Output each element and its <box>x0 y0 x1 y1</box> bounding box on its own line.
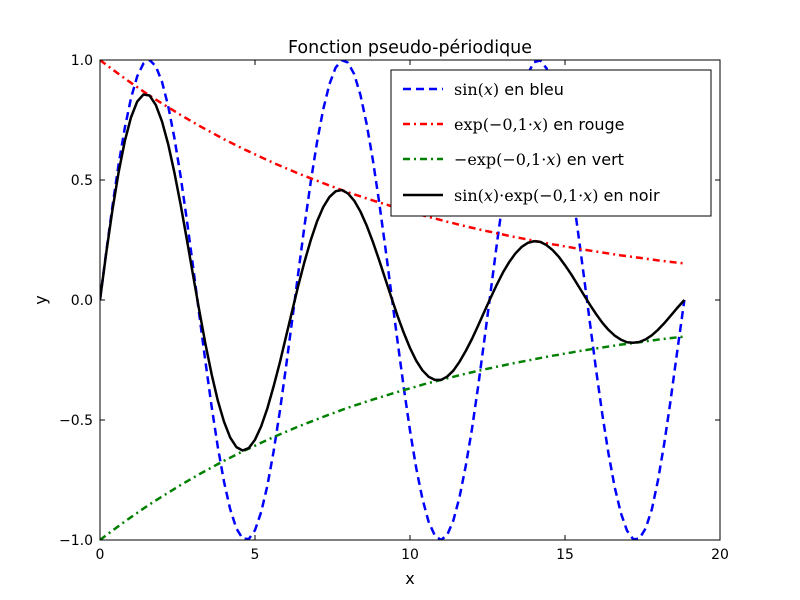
legend-entry-3: −exp(−0,1·x) en vert <box>403 150 624 169</box>
legend-label: −exp(−0,1·x) en vert <box>454 150 624 169</box>
legend-label-part: x <box>533 115 542 134</box>
legend-label-part: en rouge <box>548 115 624 134</box>
x-tick-label: 10 <box>401 547 419 563</box>
x-axis-label: x <box>405 569 414 588</box>
legend-label-part: )·exp(−0,1· <box>493 186 583 205</box>
y-tick-label: 1.0 <box>71 53 93 69</box>
series-line-3 <box>100 335 685 540</box>
legend-label: sin(x)·exp(−0,1·x) en noir <box>454 186 660 205</box>
legend-label: sin(x) en bleu <box>454 80 564 99</box>
legend-label-part: sin( <box>454 80 484 99</box>
legend-label-part: x <box>484 186 493 205</box>
chart-title: Fonction pseudo-périodique <box>288 38 532 58</box>
legend-label-part: en vert <box>562 150 624 169</box>
y-tick-label: 0.5 <box>71 173 93 189</box>
y-tick-label: −0.5 <box>59 413 93 429</box>
legend-label-part: x <box>546 150 555 169</box>
legend-label-part: ) <box>555 150 561 169</box>
x-tick-label: 20 <box>711 547 729 563</box>
legend-label-part: x <box>484 80 493 99</box>
legend-label-part: en noir <box>598 186 660 205</box>
y-tick-label: −1.0 <box>59 533 93 549</box>
legend-label-part: x <box>583 186 592 205</box>
series-line-1 <box>100 60 686 540</box>
x-tick-label: 15 <box>556 547 574 563</box>
legend-label: exp(−0,1·x) en rouge <box>454 115 625 134</box>
legend-label-part: exp(−0,1· <box>454 115 533 134</box>
legend-entry-1: sin(x) en bleu <box>403 80 564 99</box>
legend-label-part: en bleu <box>499 80 564 99</box>
legend-box <box>390 69 712 217</box>
legend-label-part: sin( <box>454 186 484 205</box>
y-tick-label: 0.0 <box>71 293 93 309</box>
y-axis-label: y <box>31 295 50 304</box>
series-line-4 <box>100 93 686 452</box>
legend-label-part: ) <box>542 115 548 134</box>
legend-label-part: −exp(−0,1· <box>454 150 546 169</box>
legend-entry-4: sin(x)·exp(−0,1·x) en noir <box>403 186 660 205</box>
plot-area: 0 5 10 15 20 −1.0 −0.5 0.0 0.5 1.0 <box>59 53 729 563</box>
x-tick-label: 5 <box>251 547 260 563</box>
legend-entry-2: exp(−0,1·x) en rouge <box>403 115 625 134</box>
x-tick-label: 0 <box>96 547 105 563</box>
legend-label-part: ) <box>592 186 598 205</box>
legend-label-part: ) <box>493 80 499 99</box>
